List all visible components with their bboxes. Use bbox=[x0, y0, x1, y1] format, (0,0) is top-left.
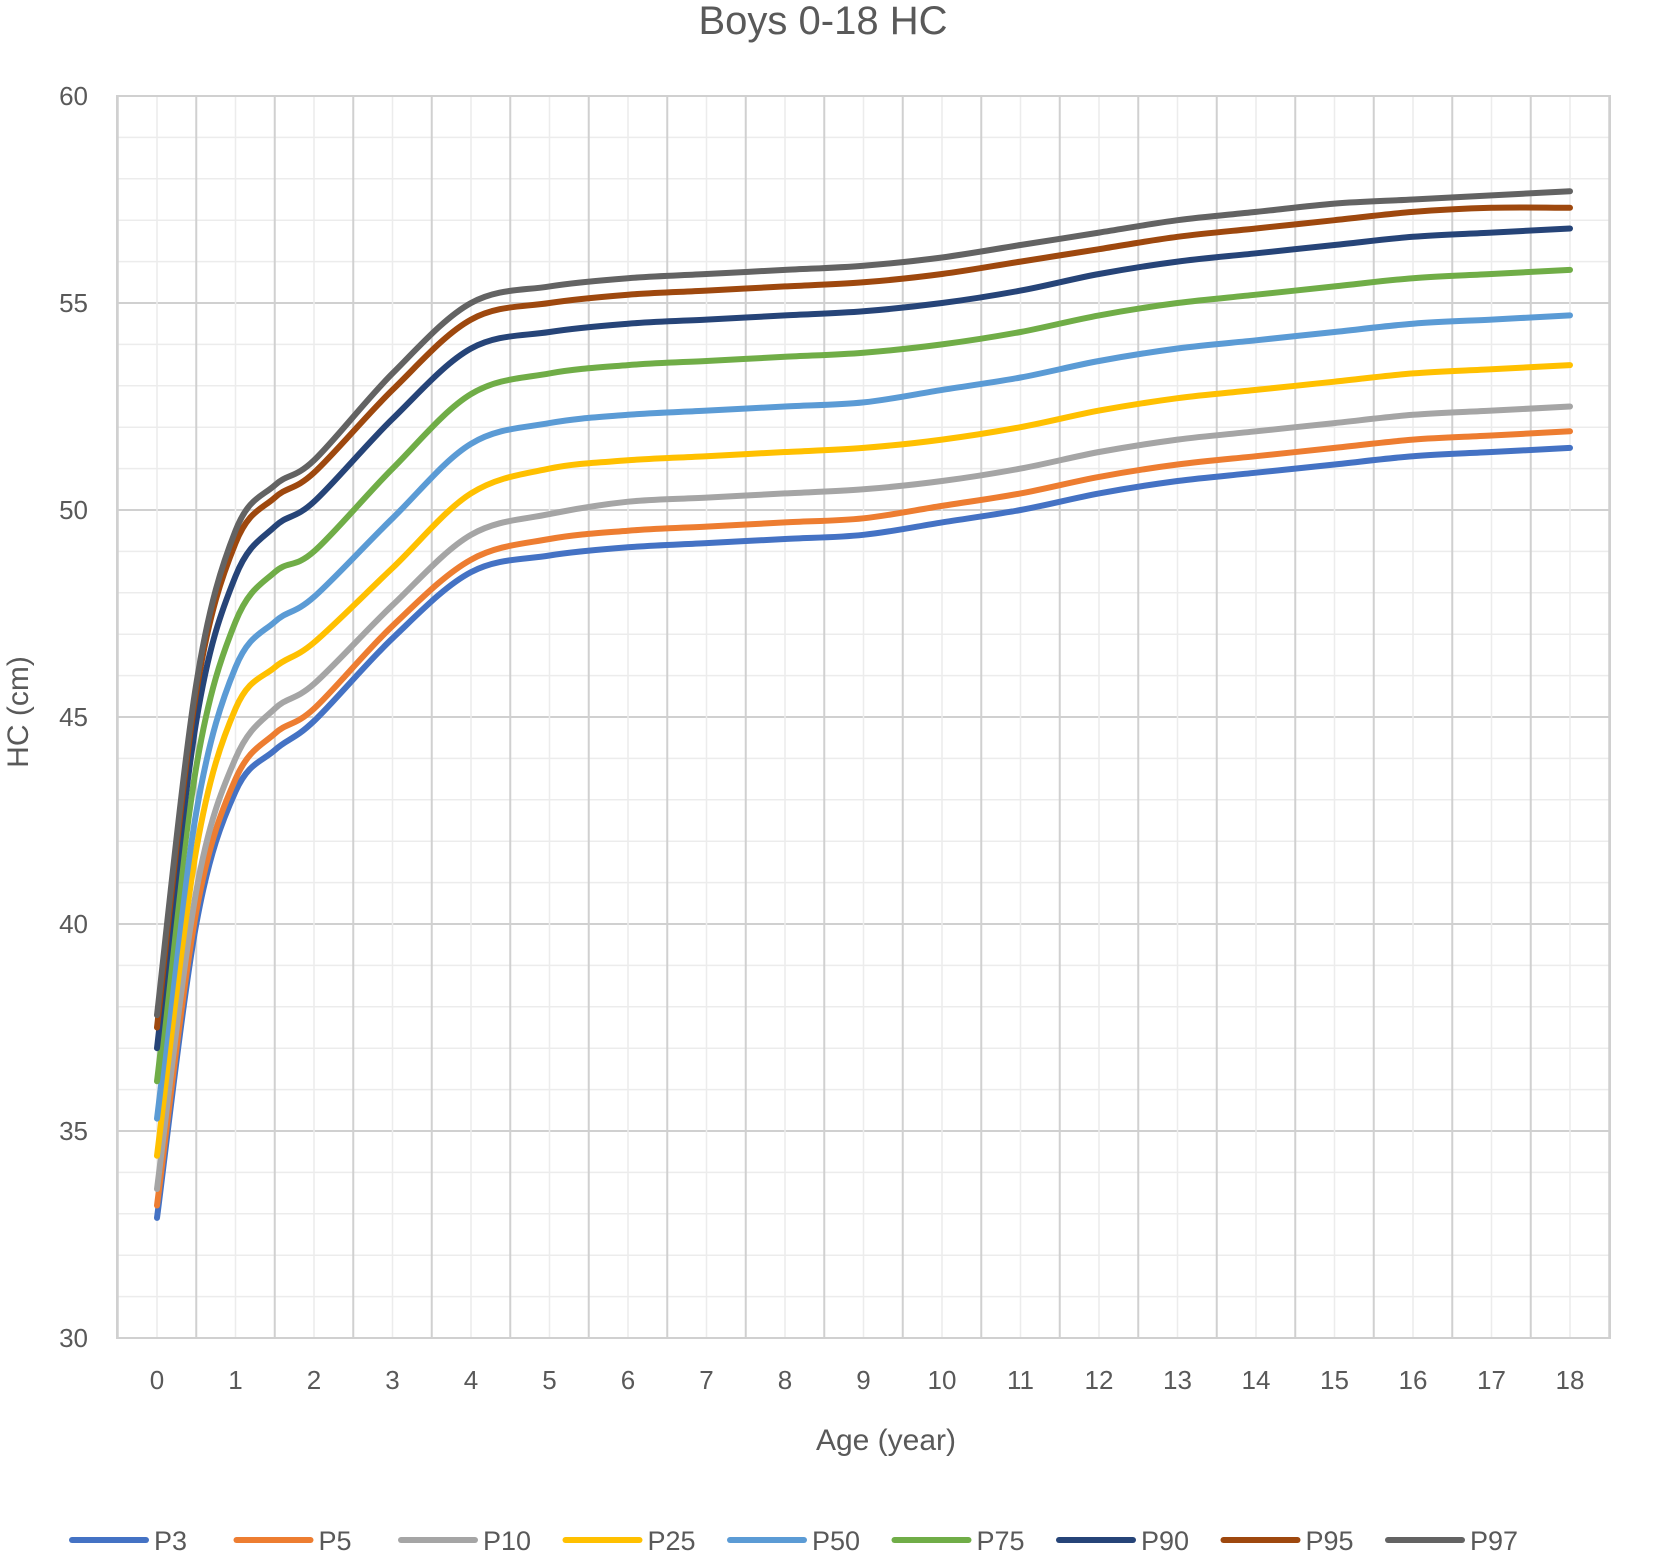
series-line-p5 bbox=[154, 428, 1573, 1209]
x-tick-label: 12 bbox=[1085, 1365, 1114, 1395]
legend-label-p97: P97 bbox=[1470, 1526, 1518, 1553]
x-tick-label: 18 bbox=[1556, 1365, 1585, 1395]
series-line-p10 bbox=[154, 403, 1573, 1192]
series-line-p25 bbox=[154, 362, 1573, 1159]
legend-label-p3: P3 bbox=[154, 1526, 187, 1553]
series-line-p95 bbox=[154, 204, 1573, 1031]
y-tick-label: 45 bbox=[59, 702, 88, 732]
legend: P3 P5 P10 P25 P50 P75 P90 P95 P97 bbox=[69, 1526, 1518, 1553]
y-tick-label: 30 bbox=[59, 1323, 88, 1353]
x-tick-label: 2 bbox=[307, 1365, 321, 1395]
x-tick-label: 17 bbox=[1477, 1365, 1506, 1395]
legend-label-p5: P5 bbox=[319, 1526, 352, 1553]
legend-label-p75: P75 bbox=[977, 1526, 1025, 1553]
series-line-p90 bbox=[154, 225, 1573, 1052]
legend-label-p10: P10 bbox=[483, 1526, 531, 1553]
series-layer bbox=[154, 188, 1573, 1221]
x-tick-label: 15 bbox=[1320, 1365, 1349, 1395]
y-tick-label: 55 bbox=[59, 288, 88, 318]
series-line-p75 bbox=[154, 266, 1573, 1085]
x-tick-label: 5 bbox=[542, 1365, 556, 1395]
x-tick-label: 4 bbox=[464, 1365, 478, 1395]
y-tick-label: 35 bbox=[59, 1116, 88, 1146]
x-tick-label: 0 bbox=[150, 1365, 164, 1395]
series-line-p3 bbox=[154, 444, 1573, 1221]
x-tick-label: 6 bbox=[621, 1365, 635, 1395]
legend-label-p50: P50 bbox=[812, 1526, 860, 1553]
legend-label-p90: P90 bbox=[1141, 1526, 1189, 1553]
x-tick-label: 8 bbox=[778, 1365, 792, 1395]
legend-label-p95: P95 bbox=[1306, 1526, 1354, 1553]
series-line-p97 bbox=[154, 188, 1573, 1019]
x-tick-label: 9 bbox=[856, 1365, 870, 1395]
x-tick-label: 7 bbox=[699, 1365, 713, 1395]
x-tick-label: 10 bbox=[928, 1365, 957, 1395]
chart-title: Boys 0-18 HC bbox=[699, 0, 948, 43]
y-tick-label: 60 bbox=[59, 81, 88, 111]
y-tick-label: 50 bbox=[59, 495, 88, 525]
x-tick-label: 11 bbox=[1007, 1365, 1034, 1395]
x-tick-label: 14 bbox=[1242, 1365, 1271, 1395]
series-line-p50 bbox=[154, 312, 1573, 1122]
y-tick-label: 40 bbox=[59, 909, 88, 939]
y-axis-title: HC (cm) bbox=[2, 656, 35, 768]
x-tick-label: 13 bbox=[1163, 1365, 1192, 1395]
x-tick-label: 3 bbox=[385, 1365, 399, 1395]
x-axis-title: Age (year) bbox=[816, 1424, 956, 1457]
legend-label-p25: P25 bbox=[648, 1526, 696, 1553]
grid-layer bbox=[116, 95, 1611, 1339]
x-tick-label: 1 bbox=[228, 1365, 242, 1395]
plot-area-border bbox=[116, 95, 1611, 1339]
x-tick-label: 16 bbox=[1399, 1365, 1428, 1395]
